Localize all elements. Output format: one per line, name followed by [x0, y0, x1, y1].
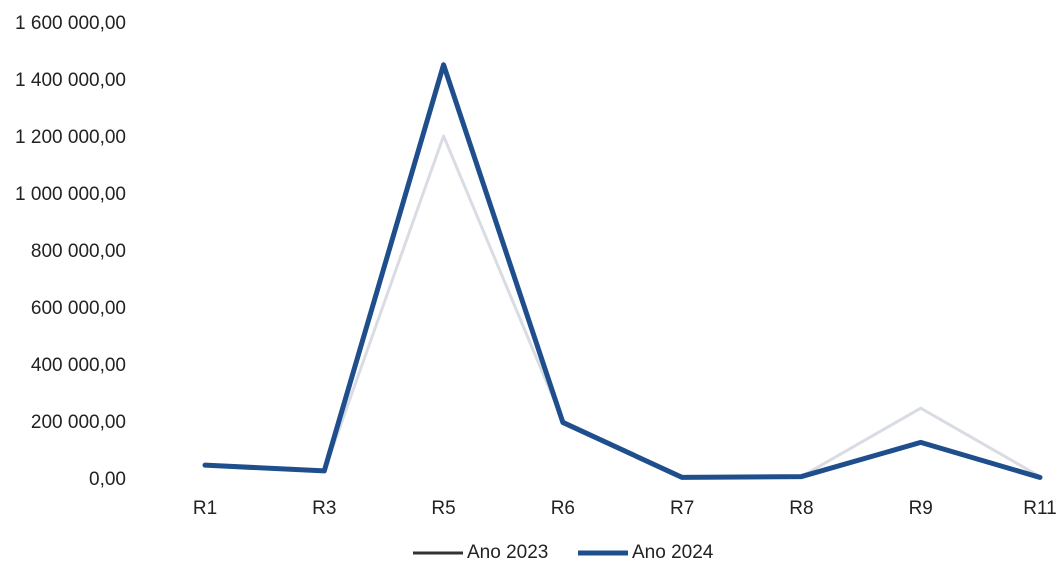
legend: Ano 2023 Ano 2024 — [0, 540, 1059, 568]
legend-swatch-ano-2024 — [578, 550, 628, 556]
x-tick-label: R6 — [551, 498, 575, 519]
series-line-ano-2024 — [202, 62, 1043, 480]
series-line-ano-2023 — [203, 134, 1042, 479]
y-tick-label: 1 400 000,00 — [15, 70, 126, 91]
x-axis: R1 R3 R5 R6 R7 R8 R9 R11 — [193, 498, 1057, 519]
x-tick-label: R9 — [909, 498, 933, 519]
line-chart: 0,00 200 000,00 400 000,00 600 000,00 800 00… — [15, 13, 1057, 519]
legend-item-ano-2023: Ano 2023 — [413, 542, 548, 564]
x-tick-label: R8 — [789, 498, 813, 519]
y-tick-label: 0,00 — [89, 469, 126, 490]
x-tick-label: R7 — [670, 498, 694, 519]
y-tick-label: 600 000,00 — [31, 298, 126, 319]
y-tick-label: 1 000 000,00 — [15, 184, 126, 205]
series-layer — [202, 62, 1043, 480]
y-tick-label: 800 000,00 — [31, 241, 126, 262]
legend-label-ano-2023: Ano 2023 — [467, 542, 549, 563]
x-tick-label: R11 — [1023, 498, 1056, 519]
x-tick-label: R1 — [193, 498, 217, 519]
legend-item-ano-2024: Ano 2024 — [578, 542, 713, 564]
legend-label-ano-2024: Ano 2024 — [632, 542, 714, 563]
y-axis: 0,00 200 000,00 400 000,00 600 000,00 800 00… — [15, 13, 126, 490]
legend-swatch-ano-2023 — [413, 551, 463, 555]
x-tick-label: R3 — [312, 498, 336, 519]
y-tick-label: 1 600 000,00 — [15, 13, 126, 34]
y-tick-label: 1 200 000,00 — [15, 127, 126, 148]
y-tick-label: 400 000,00 — [31, 355, 126, 376]
y-tick-label: 200 000,00 — [31, 412, 126, 433]
x-tick-label: R5 — [431, 498, 455, 519]
